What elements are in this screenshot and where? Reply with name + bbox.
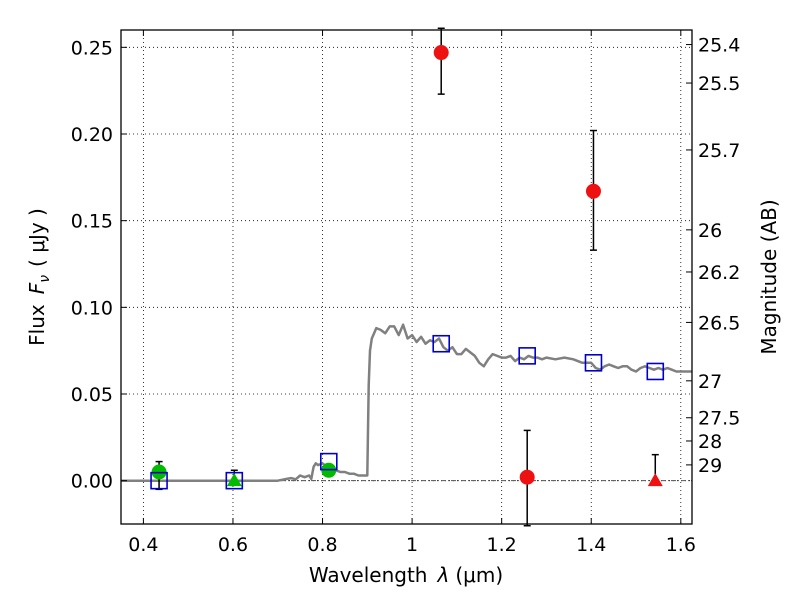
model-photometry-series (150, 334, 665, 490)
model-photometry-square (432, 334, 451, 353)
y-tick-label: 0.15 (71, 211, 113, 233)
y-axis-label-subscript: ν (37, 275, 53, 283)
model-photometry-square (518, 347, 536, 365)
y-axis-ticks: 0.00 0.05 0.10 0.15 0.20 0.25 (71, 37, 127, 493)
y-axis-label-symbol: F (25, 282, 49, 294)
x-tick-label: 1.4 (576, 534, 606, 556)
y2-tick-label: 25.5 (698, 73, 740, 95)
x-tick-label: 0.8 (307, 534, 337, 556)
y2-tick-label: 25.7 (698, 140, 740, 162)
y2-tick-label: 27 (698, 371, 722, 393)
y2-axis-label: Magnitude (AB) (757, 199, 781, 354)
x-axis-label-unit: (μm) (455, 563, 503, 587)
y2-tick-label: 26.2 (698, 262, 740, 284)
y2-tick-label: 29 (698, 455, 722, 477)
data-point (585, 183, 601, 199)
y-tick-label: 0.10 (71, 297, 113, 319)
data-points (151, 45, 663, 487)
x-axis-label-symbol: λ (437, 563, 450, 587)
y-tick-label: 0.25 (71, 37, 113, 59)
x-axis-label: Wavelength λ (μm) (309, 563, 503, 587)
x-axis-label-main: Wavelength (309, 563, 428, 587)
data-point (519, 469, 535, 485)
x-tick-label: 1 (406, 534, 418, 556)
model-photometry-square (319, 452, 338, 471)
data-point (433, 45, 449, 61)
y2-tick-label: 26 (698, 220, 722, 242)
model-photometry-square (225, 471, 244, 490)
plot-area (121, 30, 692, 524)
model-photometry-square (584, 353, 603, 372)
y-axis-label-unit: ( μJy ) (25, 208, 49, 267)
x-tick-label: 1.2 (487, 534, 517, 556)
plot-frame (120, 29, 693, 525)
y2-tick-label: 28 (698, 431, 722, 453)
y-tick-label: 0.00 (71, 471, 113, 493)
y2-tick-label: 25.4 (698, 35, 740, 57)
model-photometry-square (150, 471, 168, 490)
data-point-triangle (647, 473, 663, 487)
y-axis-label-main: Flux (25, 304, 49, 346)
y-tick-label: 0.20 (71, 124, 113, 146)
y2-tick-label: 26.5 (698, 312, 740, 334)
x-tick-label: 0.4 (128, 534, 158, 556)
model-photometry-square (646, 362, 665, 381)
x-tick-label: 0.6 (218, 534, 248, 556)
y-tick-label: 0.05 (71, 384, 113, 406)
y2-tick-label: 27.5 (698, 408, 740, 430)
x-axis-ticks: 0.4 0.6 0.8 1 1.2 1.4 1.6 (128, 30, 696, 556)
data-point-triangle (226, 473, 242, 487)
x-tick-label: 1.6 (666, 534, 696, 556)
y-axis-label: Flux Fν ( μJy ) (25, 208, 53, 346)
